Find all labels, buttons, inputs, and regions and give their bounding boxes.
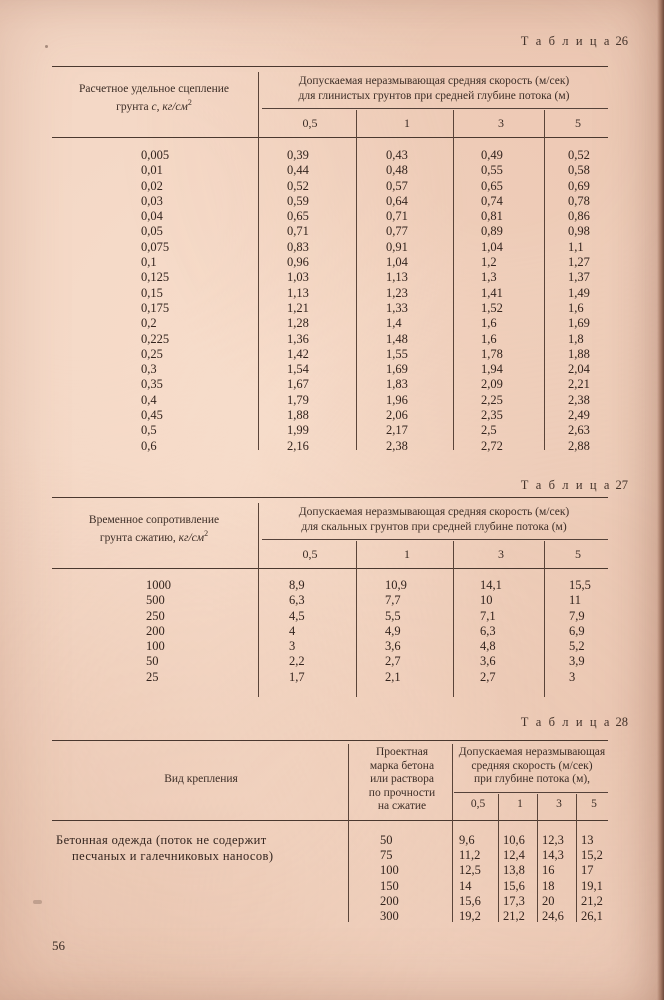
table-27-vline-3: [544, 541, 545, 697]
table-26-rowhead-column: 0,005 0,01 0,02 0,03 0,04 0,05 0,075 0,1…: [141, 148, 170, 453]
table-26-rowhead-title: Расчетное удельное сцепление грунта с, к…: [56, 82, 252, 114]
table-28-rowhead-title: Вид крепления: [164, 773, 238, 785]
table-27-span-header: Допускаемая неразмывающая средняя скорос…: [264, 505, 604, 534]
table-27-vline-1: [356, 541, 357, 697]
description-line2: песчаных и галечниковых наносов): [72, 849, 274, 863]
table-27-subheader-2: 3: [498, 547, 504, 561]
table-27-value-column-0: 8,9 6,3 4,5 4 3 2,2 1,7: [289, 578, 305, 684]
table-caption-28: Т а б л и ц а 28: [521, 715, 628, 730]
grade-header-line4: по прочности: [368, 786, 436, 799]
caption-label: Т а б л и ц а: [520, 478, 612, 492]
paper-speck: [33, 900, 42, 904]
table-28-vline-3: [537, 794, 538, 922]
table-27-value-column-3: 15,5 11 7,9 6,9 5,2 3,9 3: [569, 578, 591, 684]
span-header-line1: Допускаемая неразмывающая: [458, 746, 606, 758]
caption-number: 27: [615, 478, 629, 492]
span-header-line2: для скальных грунтов при средней глубине…: [301, 520, 567, 533]
table-28-vline-4: [576, 794, 577, 922]
table-28-subheader-3: 5: [591, 798, 597, 810]
table-26-vline-3: [544, 110, 545, 450]
table-caption-26: Т а б л и ц а 26: [521, 34, 628, 49]
span-header-line1: Допускаемая неразмывающая средняя скорос…: [298, 75, 570, 87]
grade-header-line2: марка бетона: [369, 759, 435, 772]
table-26-value-column-3: 0,52 0,58 0,69 0,78 0,86 0,98 1,1 1,27 1…: [568, 148, 590, 453]
rowhead-title-line2: грунта сжатию, кг/см2: [99, 529, 209, 544]
span-header-line2: средняя скорость (м/сек): [471, 759, 593, 772]
table-28-value-column-2: 12,3 14,3 16 18 20 24,6: [542, 833, 564, 924]
table-26-value-column-1: 0,43 0,48 0,57 0,64 0,71 0,77 0,91 1,04 …: [386, 148, 408, 453]
table-28-rule-mid: [52, 820, 608, 821]
caption-label: Т а б л и ц а: [520, 715, 612, 729]
table-27-rowhead-column: 1000 500 250 200 100 50 25: [146, 578, 171, 684]
table-27-subheader-3: 5: [575, 547, 581, 561]
table-27-rule-top: [52, 497, 608, 498]
table-28-value-column-1: 10,6 12,4 13,8 15,6 17,3 21,2: [503, 833, 525, 924]
table-26-subheader-3: 5: [575, 116, 581, 130]
table-27-value-column-2: 14,1 10 7,1 6,3 4,8 3,6 2,7: [480, 578, 502, 684]
table-26-rule-top: [52, 66, 608, 67]
page-number: 56: [52, 938, 65, 953]
span-header-line2: для глинистых грунтов при средней глубин…: [298, 89, 570, 102]
table-28-subheader-1: 1: [517, 798, 523, 810]
table-26-span-underline: [262, 108, 608, 109]
table-26-value-column-0: 0,39 0,44 0,52 0,59 0,65 0,71 0,83 0,96 …: [287, 148, 309, 453]
table-27-span-underline: [262, 539, 608, 540]
table-26-vline-0: [258, 72, 259, 450]
table-caption-27: Т а б л и ц а 27: [521, 478, 628, 493]
table-28-value-column-3: 13 15,2 17 19,1 21,2 26,1: [581, 833, 603, 924]
caption-number: 28: [615, 715, 629, 729]
page-binding-edge: [657, 0, 664, 1000]
table-27-rowhead-title: Временное сопротивление грунта сжатию, к…: [56, 513, 252, 545]
span-header-line3: при глубине потока (м),: [473, 773, 591, 786]
table-28-rule-top: [52, 740, 608, 741]
caption-label: Т а б л и ц а: [520, 34, 612, 48]
table-28-subheader-0: 0,5: [470, 798, 486, 810]
table-28-vline-2: [498, 794, 499, 922]
grade-header-line1: Проектная: [375, 746, 429, 758]
table-28-vline-0: [348, 744, 349, 922]
table-28-span-underline: [454, 792, 608, 793]
table-28-vline-1: [452, 744, 453, 922]
span-header-line1: Допускаемая неразмывающая средняя скорос…: [298, 506, 570, 518]
paper-speck: [45, 45, 48, 48]
table-27-vline-0: [258, 503, 259, 697]
table-27-rule-mid: [52, 568, 608, 569]
grade-header-line3: или раствора: [370, 773, 434, 786]
table-27-subheader-1: 1: [404, 547, 410, 561]
rowhead-title-line1: Временное сопротивление: [88, 514, 220, 526]
table-27-vline-2: [453, 541, 454, 697]
table-26-vline-2: [453, 110, 454, 450]
table-28-value-column-0: 9,6 11,2 12,5 14 15,6 19,2: [459, 833, 481, 924]
table-26-value-column-2: 0,49 0,55 0,65 0,74 0,81 0,89 1,04 1,2 1…: [481, 148, 503, 453]
caption-number: 26: [615, 34, 629, 48]
table-28-grade-header: Проектная марка бетона или раствора по п…: [352, 746, 452, 814]
rowhead-title-line1: Расчетное удельное сцепление: [78, 83, 230, 95]
table-26-span-header: Допускаемая неразмывающая средняя скорос…: [264, 74, 604, 103]
table-28-subheader-2: 3: [556, 798, 562, 810]
table-28-description: Бетонная одежда (поток не содержит песча…: [56, 832, 342, 864]
table-26-subheader-1: 1: [404, 116, 410, 130]
description-line1: Бетонная одежда (поток не содержит: [56, 833, 267, 847]
table-26-rule-mid: [52, 137, 608, 138]
rowhead-title-line2: грунта с, кг/см2: [116, 98, 192, 113]
table-27-value-column-1: 10,9 7,7 5,5 4,9 3,6 2,7 2,1: [385, 578, 407, 684]
table-26-subheader-0: 0,5: [302, 116, 318, 130]
table-28-grade-column: 50 75 100 150 200 300: [380, 833, 399, 924]
table-28-span-header: Допускаемая неразмывающая средняя скорос…: [456, 746, 608, 787]
grade-header-line5: на сжатие: [377, 800, 427, 813]
table-26-subheader-2: 3: [498, 116, 504, 130]
table-27-subheader-0: 0,5: [302, 547, 318, 561]
table-26-vline-1: [356, 110, 357, 450]
